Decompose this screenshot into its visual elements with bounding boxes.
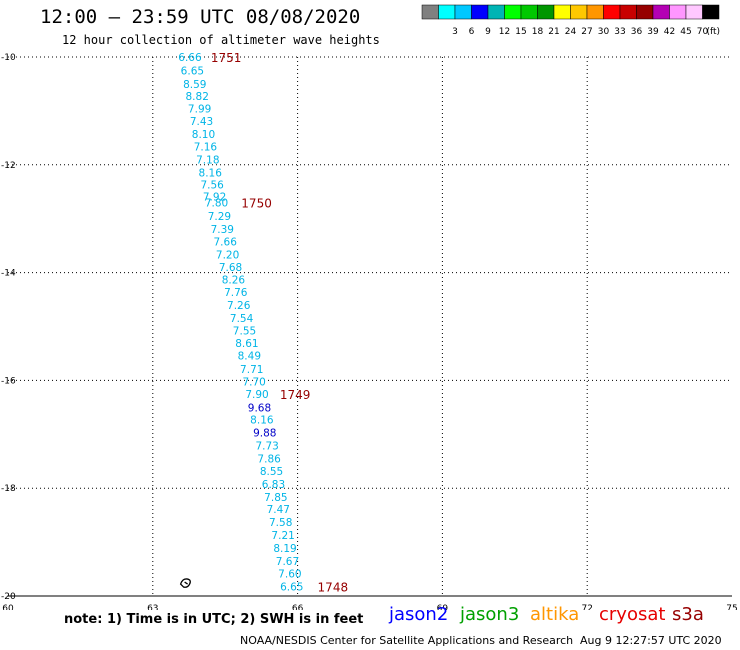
wave-height-value: 6.65 xyxy=(181,65,204,77)
wave-height-value: 7.70 xyxy=(242,376,265,388)
wave-height-value: 8.59 xyxy=(183,79,206,91)
wave-height-value: 8.16 xyxy=(250,415,274,427)
lon-tick-label: 63 xyxy=(147,604,158,610)
legend-tick-label: 30 xyxy=(598,27,610,37)
wave-height-value: 7.16 xyxy=(194,141,218,153)
wave-height-value: 7.20 xyxy=(216,249,239,261)
island-outline xyxy=(179,578,191,588)
units-note: note: 1) Time is in UTC; 2) SWH is in fe… xyxy=(64,612,364,627)
lat-tick-label: -14 xyxy=(1,269,16,279)
legend-tick-label: 9 xyxy=(485,27,491,37)
lat-tick-label: -16 xyxy=(1,376,16,386)
wave-height-value: 8.49 xyxy=(238,351,261,363)
wave-height-value: 7.86 xyxy=(257,454,281,466)
wave-height-value: 7.80 xyxy=(205,198,228,210)
wave-height-value: 7.85 xyxy=(264,492,287,504)
lon-tick-label: 72 xyxy=(581,604,592,610)
wave-height-value: 7.54 xyxy=(230,313,254,325)
wave-height-value: 7.55 xyxy=(233,325,256,337)
wave-height-value: 7.58 xyxy=(269,517,292,529)
legend-tick-label: 36 xyxy=(631,27,643,37)
wave-height-value: 9.88 xyxy=(253,428,276,440)
wave-height-value: 7.60 xyxy=(278,568,301,580)
wave-height-value: 7.73 xyxy=(255,441,278,453)
wave-height-value: 8.10 xyxy=(192,129,215,141)
legend-tick-label: 24 xyxy=(565,27,577,37)
wave-height-value: 7.66 xyxy=(214,236,238,248)
legend-tick-label: 33 xyxy=(614,27,625,37)
wave-height-value: 8.19 xyxy=(273,543,296,555)
wave-height-value: 7.67 xyxy=(276,556,299,568)
legend-tick-label: 21 xyxy=(548,27,559,37)
wave-height-value: 8.16 xyxy=(199,167,223,179)
wave-height-value: 6.83 xyxy=(262,479,285,491)
lat-tick-label: -12 xyxy=(1,161,16,171)
satellite-altika-label: altika xyxy=(530,604,580,625)
wave-height-value: 7.71 xyxy=(240,364,263,376)
legend-tick-label: 42 xyxy=(664,27,675,37)
wave-height-value: 8.82 xyxy=(186,91,209,103)
wave-height-value: 7.26 xyxy=(227,300,251,312)
legend-tick-label: 6 xyxy=(469,27,475,37)
figure-subtitle: 12 hour collection of altimeter wave hei… xyxy=(62,33,380,47)
wave-height-value: 7.18 xyxy=(196,154,219,166)
wave-height-value: 7.68 xyxy=(219,262,242,274)
lon-tick-label: 66 xyxy=(292,604,304,610)
legend-tick-label: 12 xyxy=(499,27,510,37)
legend-tick-label: 18 xyxy=(532,27,544,37)
wave-height-value: 7.99 xyxy=(188,104,211,116)
legend-unit-label: (ft) xyxy=(707,27,721,37)
wave-height-value: 8.61 xyxy=(235,338,258,350)
legend-tick-label: 39 xyxy=(647,27,659,37)
pass-time-label: 1748 xyxy=(318,580,349,594)
wave-height-value: 6.65 xyxy=(280,581,303,593)
lat-tick-label: -10 xyxy=(1,53,16,63)
lat-tick-label: -18 xyxy=(1,484,16,494)
lon-tick-label: 60 xyxy=(2,604,14,610)
wave-height-value: 7.29 xyxy=(208,211,231,223)
lon-tick-label: 69 xyxy=(437,604,449,610)
legend-tick-label: 45 xyxy=(680,27,691,37)
wave-height-value: 7.90 xyxy=(245,389,268,401)
wave-height-value: 7.21 xyxy=(271,530,294,542)
lat-tick-label: -20 xyxy=(1,592,16,602)
pass-time-label: 1751 xyxy=(211,51,242,65)
wave-height-value: 7.47 xyxy=(267,504,290,516)
legend-tick-label: 70 xyxy=(697,27,709,37)
generation-timestamp: Aug 9 12:27:57 UTC 2020 xyxy=(580,634,722,647)
legend-tick-label: 15 xyxy=(515,27,526,37)
satellite-s3a-label: s3a xyxy=(672,604,704,625)
wave-height-value: 7.56 xyxy=(200,180,224,192)
wave-height-legend: 3 6 9 12 15 18 21 24 27 30 33 36 39 42 45 70(ft) xyxy=(421,4,721,37)
legend-swatch xyxy=(702,4,720,20)
wave-height-value: 7.76 xyxy=(224,287,248,299)
wave-height-value: 8.55 xyxy=(260,466,283,478)
wave-height-value: 8.26 xyxy=(222,275,246,287)
pass-time-label: 1749 xyxy=(280,388,311,402)
wave-height-value: 7.43 xyxy=(190,116,213,128)
satellite-cryosat-label: cryosat xyxy=(599,604,666,625)
pass-time-label: 1750 xyxy=(241,197,272,211)
wave-height-value: 9.68 xyxy=(248,402,271,414)
wave-height-value: 7.92 xyxy=(203,192,226,204)
wave-height-value: 7.39 xyxy=(211,224,234,236)
lon-tick-label: 75 xyxy=(726,604,737,610)
credit-line: NOAA/NESDIS Center for Satellite Applica… xyxy=(240,634,574,647)
satellite-jason2-label: jason2 xyxy=(389,604,449,625)
satellite-jason3-label: jason3 xyxy=(460,604,520,625)
legend-tick-label: 3 xyxy=(452,27,458,37)
wave-height-value: 6.66 xyxy=(178,52,202,64)
figure-title: 12:00 — 23:59 UTC 08/08/2020 xyxy=(40,6,361,28)
legend-tick-label: 27 xyxy=(581,27,592,37)
